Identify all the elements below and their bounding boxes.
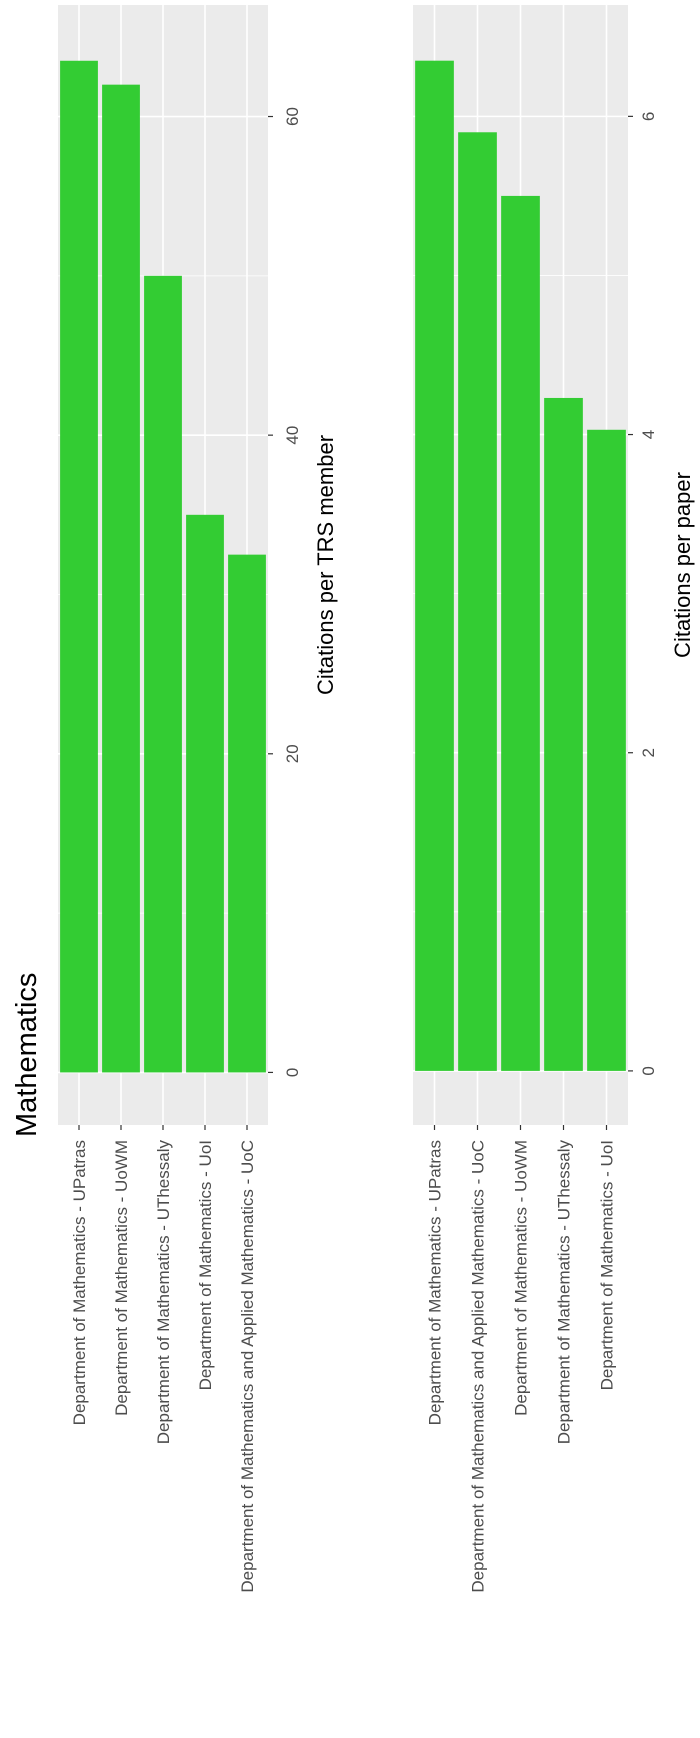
tick-label: 20: [283, 744, 302, 763]
bar: [144, 276, 182, 1073]
category-label: Department of Mathematics and Applied Ma…: [238, 1140, 257, 1593]
category-label: Department of Mathematics - UPatras: [70, 1140, 89, 1425]
category-label: Department of Mathematics - UPatras: [426, 1140, 445, 1425]
tick-label: 4: [639, 430, 658, 439]
bar: [544, 398, 583, 1071]
bar: [228, 555, 266, 1073]
axis-title: Citations per TRS member: [313, 435, 338, 695]
tick-label: 2: [639, 748, 658, 757]
category-label: Department of Mathematics - UoWM: [512, 1140, 531, 1416]
category-label: Department of Mathematics - UThessaly: [555, 1140, 574, 1445]
bar: [415, 61, 454, 1071]
bar: [587, 430, 626, 1071]
chart-panel-citations-per-trs-member: 0 20 40 60 Department of Mathematics - UPatr…: [58, 5, 338, 1593]
tick-label: 0: [283, 1068, 302, 1077]
tick-label: 60: [283, 107, 302, 126]
tick-label: 6: [639, 112, 658, 121]
category-label: Department of Mathematics - UoWM: [112, 1140, 131, 1416]
bar: [501, 196, 540, 1071]
category-label: Department of Mathematics - UThessaly: [154, 1140, 173, 1445]
category-label: Department of Mathematics - UoI: [598, 1140, 617, 1390]
figure-title: Mathematics: [11, 973, 43, 1137]
tick-label: 40: [283, 426, 302, 445]
bar: [102, 85, 140, 1073]
bar: [186, 515, 224, 1073]
category-label: Department of Mathematics and Applied Ma…: [469, 1140, 488, 1593]
axis-title: Citations per paper: [670, 472, 695, 658]
chart-panel-citations-per-paper: 0 2 4 6 Department of Mathematics - UPatras D…: [413, 5, 695, 1593]
tick-label: 0: [639, 1066, 658, 1075]
bar: [458, 132, 497, 1071]
category-label: Department of Mathematics - UoI: [196, 1140, 215, 1390]
bar: [60, 61, 98, 1073]
